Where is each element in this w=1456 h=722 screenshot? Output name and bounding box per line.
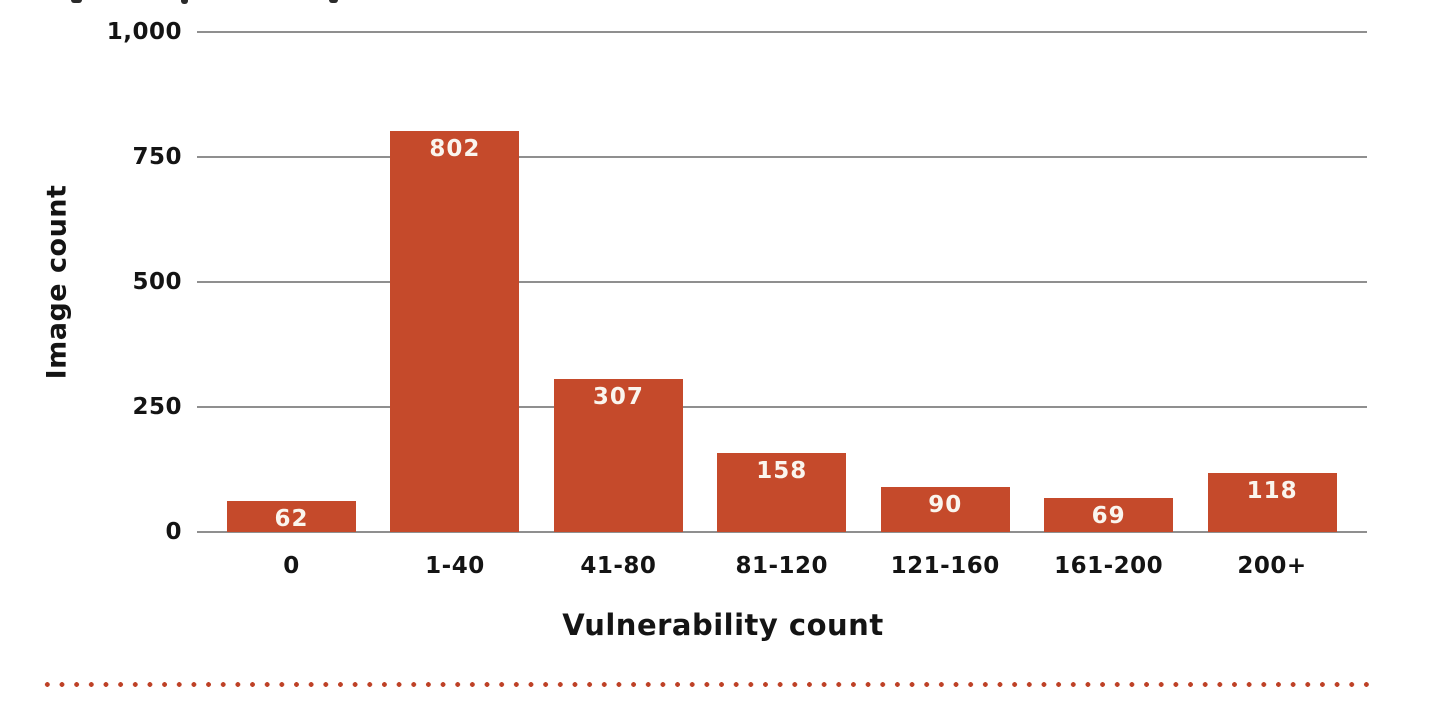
gridline <box>197 406 1367 408</box>
x-axis-tick-label: 0 <box>283 553 300 579</box>
x-axis-tick-label: 161-200 <box>1054 553 1164 579</box>
bar-value-label: 69 <box>1091 502 1126 529</box>
gridline <box>197 31 1367 33</box>
y-axis-tick-label: 250 <box>132 394 182 420</box>
gridline <box>197 531 1367 533</box>
bar-value-label: 62 <box>274 506 309 532</box>
bar: 69 <box>1044 497 1174 532</box>
bar: 158 <box>717 453 847 532</box>
x-axis-tick-label: 121-160 <box>890 553 1000 579</box>
x-axis-tick-label: 1-40 <box>425 553 485 579</box>
x-axis-tick-label: 200+ <box>1237 553 1307 579</box>
x-axis-tick-label: 81-120 <box>735 553 829 579</box>
bar: 118 <box>1207 473 1337 532</box>
bar-value-label: 158 <box>756 458 808 484</box>
clipped-letter-descender <box>329 0 338 3</box>
y-axis-tick-label: 0 <box>165 519 182 545</box>
gridline <box>197 281 1367 283</box>
x-axis-tick-label: 41-80 <box>580 553 657 579</box>
bar: 307 <box>553 378 683 532</box>
bar: 90 <box>880 487 1010 532</box>
y-axis-tick-label: 750 <box>132 144 182 170</box>
x-axis-title: Vulnerability count <box>562 608 884 642</box>
y-axis-tick-label: 1,000 <box>106 19 182 45</box>
bar-value-label: 118 <box>1246 478 1298 504</box>
bar-value-label: 802 <box>429 136 481 162</box>
bar-value-label: 307 <box>592 383 644 410</box>
clipped-letter-descender <box>71 0 82 3</box>
bar-value-label: 90 <box>928 492 963 518</box>
bar: 62 <box>227 501 356 532</box>
bar: 802 <box>390 131 520 532</box>
clipped-letter-descender <box>181 0 188 4</box>
gridline <box>197 156 1367 158</box>
dotted-divider-line <box>40 680 1370 689</box>
y-axis-tick-label: 500 <box>132 269 182 295</box>
